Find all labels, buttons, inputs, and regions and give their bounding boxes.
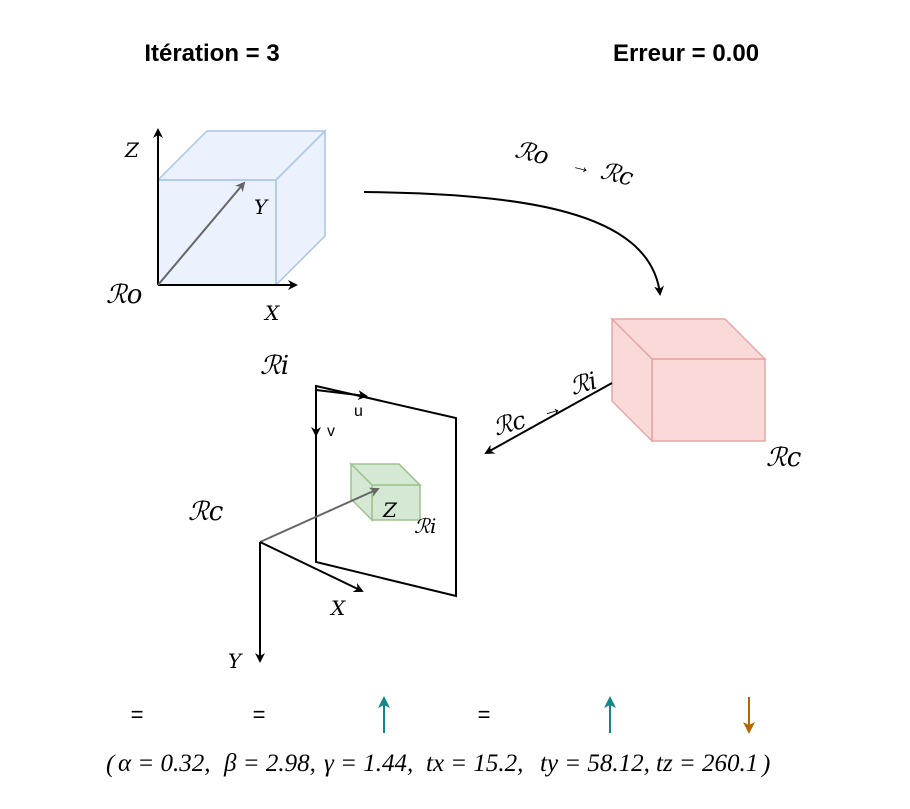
object-to-camera-arrow bbox=[363, 191, 665, 296]
params-open-paren: ( bbox=[106, 751, 116, 778]
transform-from-label: ℛo bbox=[512, 135, 551, 170]
image-u-axis bbox=[315, 389, 368, 401]
camera-axes-frame-label: ℛc bbox=[188, 497, 224, 527]
transform-object-camera-label: ℛo → ℛc bbox=[512, 135, 636, 191]
transform-camera-from-label: ℛc bbox=[490, 406, 529, 442]
parameter-values: ( α = 0.32, β = 2.98, γ = 1.44, tx = 15.… bbox=[106, 750, 770, 778]
camera-x-axis bbox=[259, 541, 364, 593]
camera-axes bbox=[255, 487, 380, 663]
object-cube bbox=[156, 129, 327, 287]
transform-arrow-glyph: → bbox=[569, 153, 594, 179]
iteration-label: Itération = 3 bbox=[144, 40, 279, 67]
param-ty: ty = 58.12, bbox=[540, 750, 650, 777]
object-axes bbox=[153, 128, 298, 290]
projected-cube bbox=[349, 462, 422, 522]
camera-z-axis bbox=[259, 487, 380, 543]
param-tx: tx = 15.2, bbox=[426, 750, 523, 777]
trend-beta-equal: = bbox=[253, 702, 266, 727]
camera-cube bbox=[610, 317, 767, 443]
camera-to-image-arrow bbox=[484, 382, 613, 454]
object-frame-label: ℛo bbox=[106, 280, 142, 310]
image-v-label: v bbox=[327, 423, 335, 440]
camera-axis-x-label: X bbox=[329, 596, 346, 620]
transform-camera-image-label: ℛc → ℛi bbox=[490, 367, 601, 442]
params-close-paren: ) bbox=[760, 751, 770, 778]
image-plane bbox=[315, 384, 457, 598]
parameter-trend-row: = = = bbox=[131, 696, 755, 734]
image-u-label: u bbox=[354, 403, 363, 420]
trend-tx-equal: = bbox=[478, 702, 491, 727]
param-tz: tz = 260.1 bbox=[656, 750, 758, 777]
param-beta: β = 2.98, bbox=[223, 750, 316, 777]
projected-frame-label: ℛi bbox=[414, 514, 436, 538]
transform-camera-to-label: ℛi bbox=[567, 367, 601, 401]
object-y-axis bbox=[157, 181, 246, 286]
trend-alpha-equal: = bbox=[131, 702, 144, 727]
transform-camera-arrow-glyph: → bbox=[539, 396, 564, 423]
camera-frame-label: ℛc bbox=[766, 443, 802, 473]
transform-to-label: ℛc bbox=[598, 157, 636, 192]
image-frame-label: ℛi bbox=[260, 351, 289, 381]
camera-axis-y-label: Y bbox=[228, 649, 243, 673]
object-axis-y-label: Y bbox=[254, 195, 269, 219]
param-gamma: γ = 1.44, bbox=[324, 750, 413, 777]
projected-z-label: Z bbox=[382, 498, 398, 522]
object-axis-z-label: Z bbox=[124, 138, 140, 162]
error-label: Erreur = 0.00 bbox=[613, 40, 759, 67]
param-alpha: α = 0.32, bbox=[118, 750, 211, 777]
object-axis-x-label: X bbox=[263, 301, 280, 325]
